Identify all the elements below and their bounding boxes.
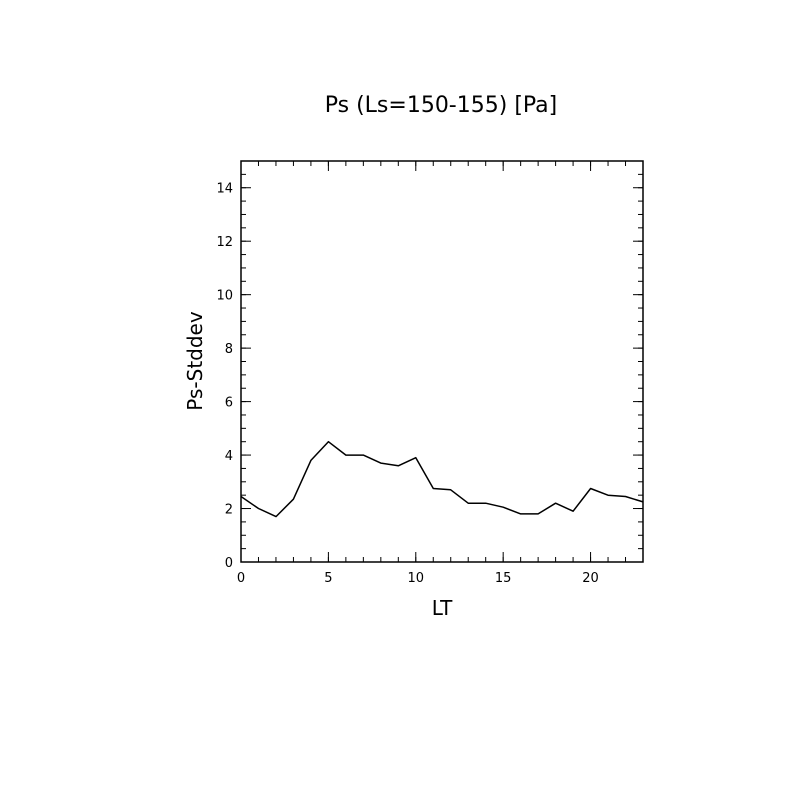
y-tick-label: 6 [225, 396, 233, 411]
y-tick-label: 12 [216, 235, 233, 250]
plot-frame [240, 160, 644, 563]
y-axis-label: Ps-Stddev [183, 311, 207, 411]
x-tick-label: 10 [408, 571, 425, 586]
y-tick-label: 2 [225, 503, 233, 518]
y-tick-label: 14 [216, 182, 233, 197]
axis-ticks [240, 160, 644, 563]
x-tick-label: 0 [237, 571, 245, 586]
series-group [240, 440, 644, 518]
x-tick-label: 15 [495, 571, 512, 586]
y-tick-label: 8 [225, 342, 233, 357]
y-tick-label: 10 [216, 289, 233, 304]
y-tick-label: 4 [225, 449, 233, 464]
chart-title: Ps (Ls=150-155) [Pa] [325, 93, 558, 118]
axis-tick-labels: 0 5 10 15 20 0 2 4 6 8 10 12 14 [216, 182, 598, 586]
x-axis-label: LT [432, 596, 453, 620]
y-tick-label: 0 [225, 556, 233, 571]
series-line-0 [240, 440, 644, 518]
x-tick-label: 20 [582, 571, 599, 586]
x-tick-label: 5 [324, 571, 332, 586]
